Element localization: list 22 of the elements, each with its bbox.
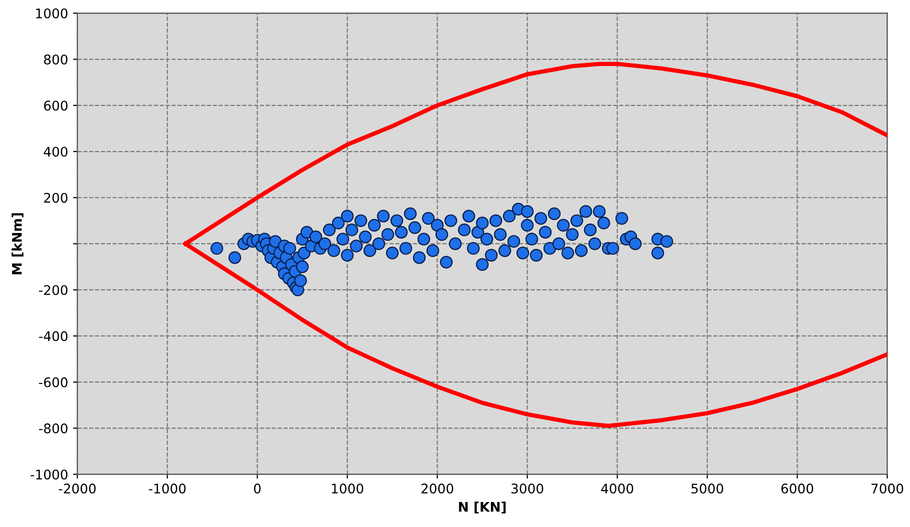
y-axis-title: M [kNm]	[12, 213, 24, 274]
x-tick-label: 5000	[692, 484, 724, 494]
x-tick-label: 3000	[512, 484, 544, 494]
y-tick-label: -1000	[30, 470, 68, 480]
y-tick-label: -400	[39, 331, 68, 342]
y-tick-label: -600	[39, 377, 68, 388]
y-tick-label: -800	[39, 423, 68, 434]
x-tick-label: -1000	[148, 484, 186, 494]
x-tick-label: 4000	[601, 484, 634, 494]
x-tick-label: 2000	[421, 484, 454, 494]
x-tick-label: 6000	[781, 484, 814, 494]
y-tick-label: 1000	[36, 8, 68, 18]
x-tick-label: 7000	[872, 484, 904, 494]
x-tick-label: -2000	[58, 484, 96, 494]
x-axis-title: N [KN]	[459, 502, 506, 514]
y-tick-label: 800	[44, 54, 68, 64]
y-tick-label: 400	[44, 146, 68, 157]
y-tick-label: -200	[39, 285, 68, 296]
x-tick-label: 0	[254, 484, 261, 494]
x-tick-label: 1000	[332, 484, 364, 494]
y-tick-label: 200	[44, 192, 68, 203]
y-tick-label: 600	[44, 100, 68, 111]
